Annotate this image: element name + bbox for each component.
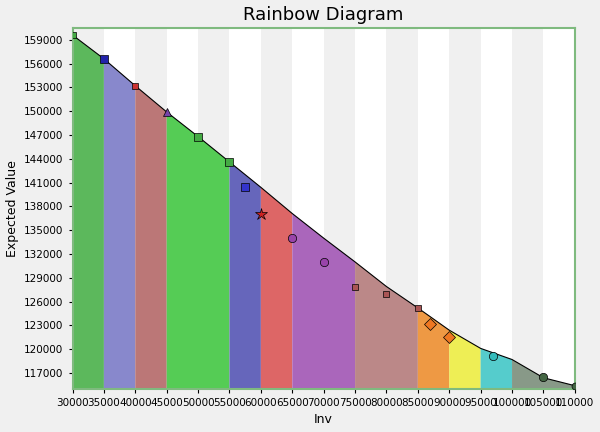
Polygon shape bbox=[512, 359, 575, 389]
Polygon shape bbox=[104, 59, 136, 389]
X-axis label: Inv: Inv bbox=[314, 413, 333, 426]
Bar bbox=[229, 28, 261, 389]
Bar bbox=[104, 28, 136, 389]
Polygon shape bbox=[167, 112, 229, 389]
Polygon shape bbox=[449, 330, 481, 389]
Bar bbox=[355, 28, 386, 389]
Polygon shape bbox=[292, 213, 355, 389]
Polygon shape bbox=[481, 348, 512, 389]
Bar bbox=[167, 28, 198, 389]
Bar bbox=[418, 28, 449, 389]
Bar bbox=[292, 28, 323, 389]
Polygon shape bbox=[229, 162, 261, 389]
Title: Rainbow Diagram: Rainbow Diagram bbox=[244, 6, 404, 24]
Polygon shape bbox=[136, 86, 167, 389]
Polygon shape bbox=[355, 262, 418, 389]
Polygon shape bbox=[261, 187, 292, 389]
Polygon shape bbox=[73, 35, 104, 389]
Polygon shape bbox=[418, 308, 449, 389]
Bar bbox=[544, 28, 575, 389]
Bar bbox=[481, 28, 512, 389]
Y-axis label: Expected Value: Expected Value bbox=[5, 160, 19, 257]
